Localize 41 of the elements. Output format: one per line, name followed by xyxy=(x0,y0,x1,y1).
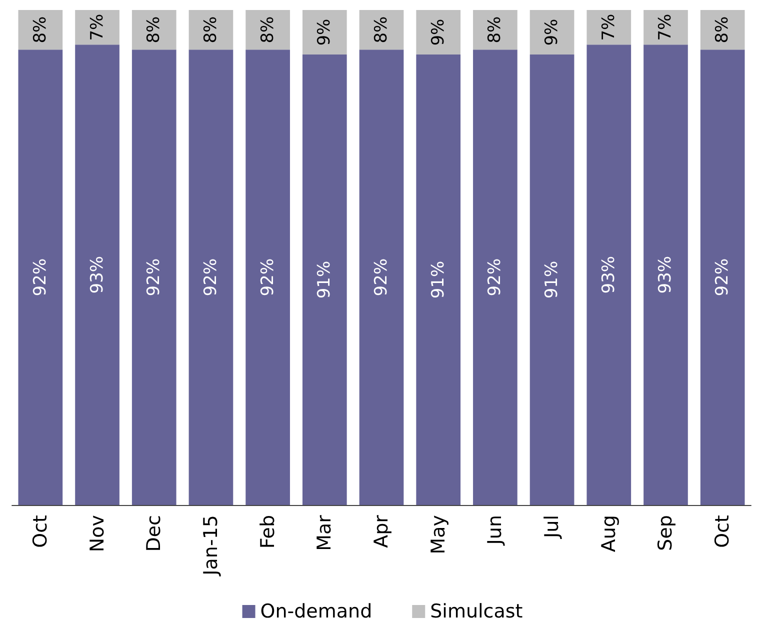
x-tick-label: Aug xyxy=(598,515,620,552)
x-tick-label: Jan-15 xyxy=(200,515,222,576)
data-label: 92% xyxy=(30,258,50,296)
data-label: 7% xyxy=(598,14,619,41)
x-tick-label: Mar xyxy=(314,514,336,551)
data-label: 7% xyxy=(656,14,676,41)
data-label: 93% xyxy=(598,256,619,294)
data-label: 9% xyxy=(314,18,335,46)
data-label: 8% xyxy=(372,16,392,44)
data-label: 92% xyxy=(200,258,221,296)
data-label: 8% xyxy=(485,16,506,44)
data-label: 92% xyxy=(712,258,733,296)
data-label: 8% xyxy=(258,16,278,44)
data-label: 8% xyxy=(712,16,733,44)
data-label: 7% xyxy=(87,14,108,41)
x-tick-label: Apr xyxy=(370,514,392,548)
x-tick-label: Oct xyxy=(712,515,734,548)
legend-label: On-demand xyxy=(260,600,372,622)
data-label: 92% xyxy=(485,258,506,296)
data-label: 93% xyxy=(656,256,676,294)
data-label: 9% xyxy=(542,18,562,46)
data-label: 8% xyxy=(30,16,50,44)
data-label: 91% xyxy=(428,260,448,299)
data-label: 9% xyxy=(428,18,448,46)
x-tick-label: Jul xyxy=(541,515,564,539)
data-label: 93% xyxy=(87,256,108,294)
data-label: 92% xyxy=(144,258,164,296)
x-tick-label: Nov xyxy=(86,515,108,552)
x-tick-label: May xyxy=(427,515,450,554)
x-tick-label: Dec xyxy=(143,515,166,552)
x-tick-label: Jun xyxy=(484,515,506,546)
x-tick-label: Oct xyxy=(29,515,52,548)
x-tick-label: Feb xyxy=(256,515,279,549)
data-label: 92% xyxy=(258,258,278,296)
data-label: 8% xyxy=(200,16,221,44)
data-label: 91% xyxy=(542,260,562,299)
x-tick-label: Sep xyxy=(654,515,677,551)
data-label: 91% xyxy=(314,260,335,299)
data-label: 8% xyxy=(144,16,164,44)
data-label: 92% xyxy=(372,258,392,296)
legend-label: Simulcast xyxy=(430,600,523,622)
